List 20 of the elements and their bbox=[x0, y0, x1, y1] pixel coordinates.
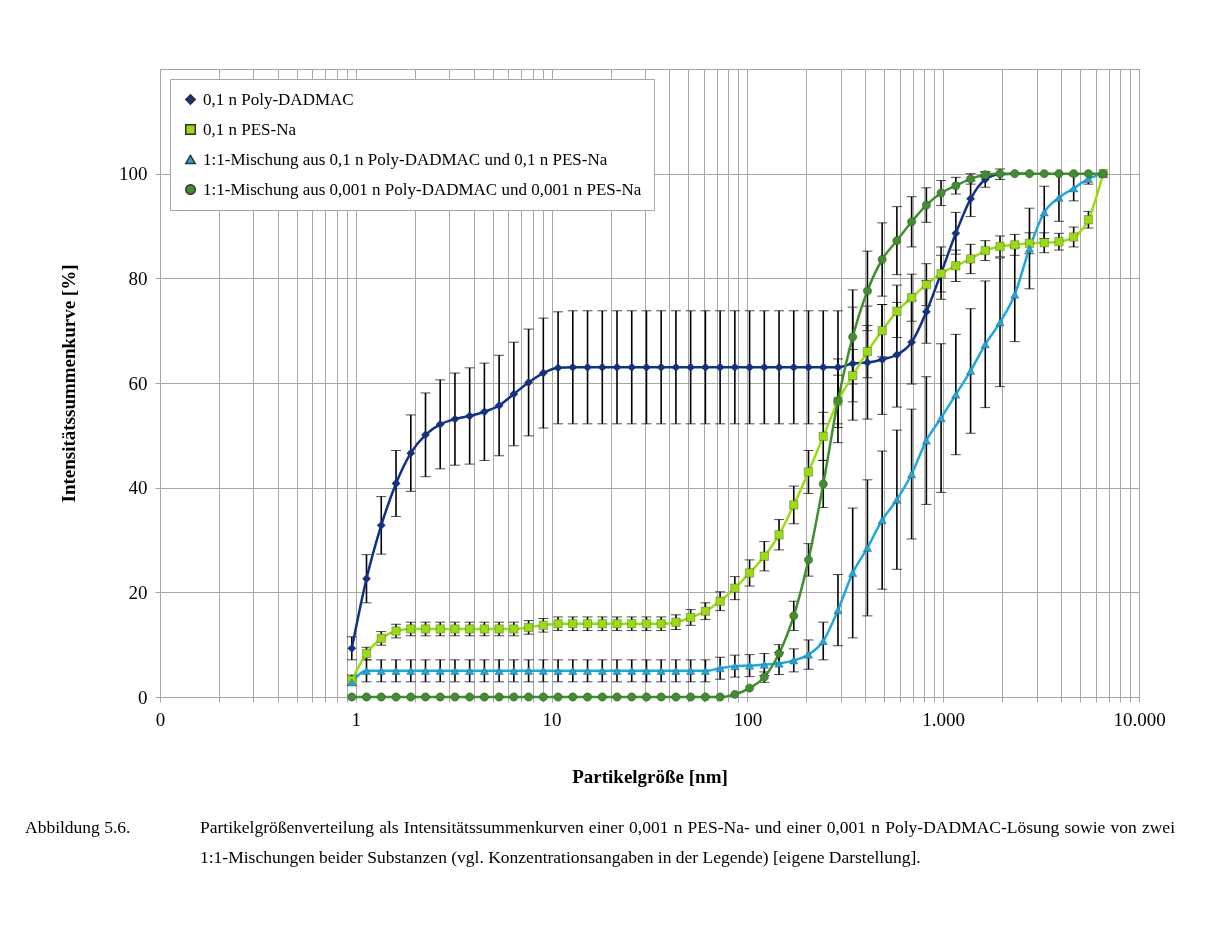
legend-label: 0,1 n Poly-DADMAC bbox=[203, 89, 354, 109]
legend-label: 1:1-Mischung aus 0,001 n Poly-DADMAC und 0,001 n PES-Na bbox=[203, 179, 642, 199]
legend-label: 1:1-Mischung aus 0,1 n Poly-DADMAC und 0,1 n PES-Na bbox=[203, 149, 608, 169]
x-tick-label: 10 bbox=[542, 708, 562, 730]
y-tick-label: 100 bbox=[119, 163, 148, 185]
legend-label: 0,1 n PES-Na bbox=[203, 119, 297, 139]
y-axis-title: Intensitätssummenkurve [%] bbox=[58, 264, 79, 503]
y-tick-label: 40 bbox=[128, 477, 148, 499]
x-tick-label: 1.000 bbox=[922, 708, 966, 730]
text: Abbildung 5.6. bbox=[25, 816, 132, 839]
x-tick-label: 100 bbox=[733, 708, 763, 730]
y-tick-label: 60 bbox=[128, 372, 148, 394]
x-tick-label: 0 bbox=[155, 708, 166, 730]
text: Partikelgrößenverteilung als Intensitätssummenkurven einer 0,001 n PES-Na- und einer 0,001 n Poly-DADMAC-Lösung sowie von zwei 1:1-Mischungen beider Substanzen (vgl. Konzentrationsangaben in der Legende) [eigene Darstellung]. bbox=[200, 816, 1175, 869]
y-tick-label: 0 bbox=[138, 686, 148, 708]
x-axis-title: Partikelgröße [nm] bbox=[572, 765, 728, 787]
y-tick-label: 80 bbox=[128, 267, 148, 289]
x-tick-label: 1 bbox=[351, 708, 362, 730]
x-tick-label: 10.000 bbox=[1113, 708, 1166, 730]
y-tick-label: 20 bbox=[128, 581, 148, 603]
